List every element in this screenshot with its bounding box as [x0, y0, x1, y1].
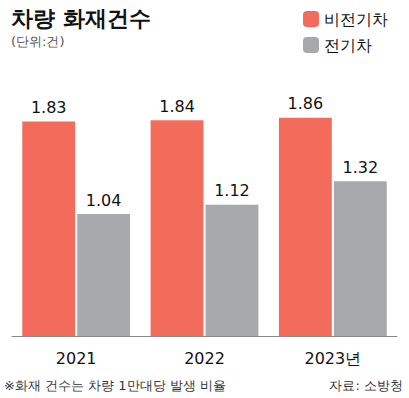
svg-text:차량 화재건수: 차량 화재건수 — [11, 6, 151, 31]
svg-text:1.84: 1.84 — [159, 97, 195, 116]
svg-text:※화재 건수는 차량 1만대당 발생 비율: ※화재 건수는 차량 1만대당 발생 비율 — [4, 378, 226, 393]
svg-text:2023년: 2023년 — [304, 349, 361, 368]
svg-text:1.04: 1.04 — [86, 191, 122, 210]
svg-text:1.86: 1.86 — [288, 94, 324, 113]
svg-text:비전기차: 비전기차 — [324, 10, 388, 29]
svg-text:2022: 2022 — [184, 349, 225, 368]
svg-text:자료: 소방청: 자료: 소방청 — [329, 378, 403, 393]
svg-text:2021: 2021 — [56, 349, 97, 368]
svg-text:1.32: 1.32 — [342, 158, 378, 177]
svg-text:전기차: 전기차 — [324, 36, 372, 55]
svg-text:1.83: 1.83 — [31, 98, 67, 117]
svg-text:1.12: 1.12 — [214, 181, 250, 200]
svg-text:(단위:건): (단위:건) — [11, 34, 65, 49]
